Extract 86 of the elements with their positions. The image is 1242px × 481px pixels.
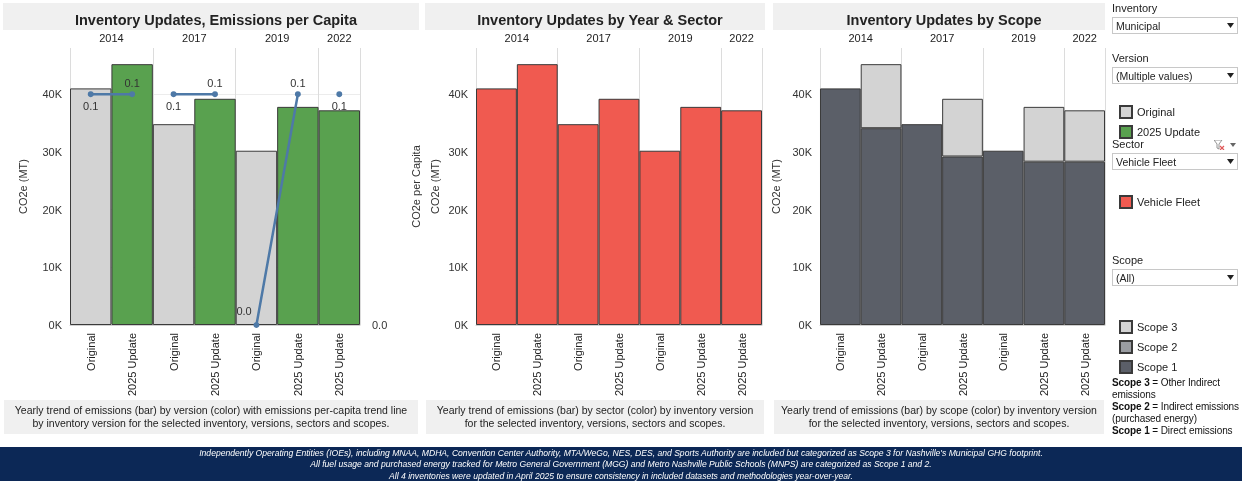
y-tick-label: 40K: [448, 88, 469, 101]
y-tick-label: 0K: [454, 319, 469, 331]
text: Sector: [1112, 138, 1144, 150]
text: 2022: [327, 31, 352, 44]
text: All fuel usage and purchased energy tracked for Metro General Government (MGG) and Metro Nashville Public Schools (MNPS) are categorized as Scope 1 and 2.: [309, 459, 933, 471]
y-tick-label: 30K: [448, 145, 469, 158]
text: Yearly trend of emissions (bar) by version (color) with emissions per-capita trend line by inventory version for the selected inventory, versions, sectors and scopes.: [4, 400, 418, 434]
chart-title: Inventory Updates by Scope: [846, 11, 1042, 28]
text: Yearly trend of emissions (bar) by sector (color) by inventory version for the selected inventory, versions, sectors and scopes.: [426, 400, 764, 434]
text: Version: [1112, 52, 1149, 64]
y-tick-label: 10K: [42, 261, 63, 274]
y-tick-label: 0K: [48, 319, 63, 331]
x-tick-label: 2025 Update: [126, 333, 139, 396]
y-tick-label: 20K: [448, 203, 469, 216]
text: All 4 inventories were updated in April 2025 to ensure consistency in included datasets and methodologies year-over-year.: [388, 470, 854, 481]
y-tick-label: 0K: [798, 319, 813, 331]
text: 0.0: [372, 318, 388, 331]
text: Vehicle Fleet: [1112, 153, 1238, 170]
y-tick-label: 30K: [42, 145, 63, 158]
legend-label: 2025 Update: [1137, 126, 1200, 138]
x-tick-label: Original: [84, 333, 97, 371]
y-tick-label: 20K: [42, 203, 63, 216]
text: 2017: [586, 31, 611, 44]
y-axis-title: CO2e (MT): [770, 159, 783, 214]
y-tick-label: 20K: [792, 203, 813, 216]
x-tick-label: Original: [834, 333, 847, 371]
x-tick-label: Original: [997, 333, 1010, 371]
y-tick-label: 40K: [792, 88, 813, 101]
legend-label: Vehicle Fleet: [1137, 196, 1200, 208]
x-tick-label: Original: [653, 333, 666, 371]
legend-label: Scope 1: [1137, 361, 1178, 373]
text: Municipal: [1112, 17, 1238, 34]
y-tick-label: 30K: [792, 145, 813, 158]
text: Scope: [1112, 254, 1144, 266]
x-tick-label: Original: [572, 333, 585, 371]
text: Inventory: [1112, 2, 1158, 14]
x-tick-label: 2025 Update: [875, 333, 888, 396]
data-label: 0.1: [331, 99, 347, 112]
data-label: 0.1: [124, 76, 140, 89]
text: 2017: [182, 31, 207, 44]
text: 2014: [504, 31, 530, 44]
data-label: 0.1: [83, 99, 99, 112]
chart-title: Inventory Updates by Year & Sector: [477, 11, 724, 28]
x-tick-label: 2025 Update: [735, 333, 748, 396]
data-label: 0.1: [290, 76, 306, 89]
y2-axis-title: CO2e per Capita: [409, 144, 422, 228]
text: 2019: [1011, 31, 1036, 44]
x-tick-label: 2025 Update: [209, 333, 221, 396]
text: 2019: [264, 31, 290, 44]
data-label: 0.0: [236, 304, 252, 317]
data-label: 0.1: [207, 76, 223, 89]
text: 2022: [1072, 31, 1097, 44]
x-tick-label: 2025 Update: [291, 333, 304, 396]
legend-label: Scope 2: [1137, 341, 1178, 353]
text: Independently Operating Entities (IOEs), including MNAA, MDHA, Convention Center Authority, MTA/WeGo, NES, DES, and Sports Authority are included but categorized as Scope 3 for Nashville's Municipal GHG footprint.: [198, 448, 1044, 460]
text: 2017: [929, 31, 955, 44]
y-tick-label: 40K: [42, 88, 63, 101]
y-tick-label: 10K: [792, 261, 813, 274]
data-label: 0.1: [165, 99, 182, 112]
x-tick-label: Original: [167, 333, 180, 371]
text: (All): [1112, 269, 1238, 286]
text: Scope 3 = Other Indirect emissions: [1112, 377, 1221, 401]
x-tick-label: Original: [915, 333, 928, 371]
text: 2019: [668, 31, 693, 44]
x-tick-label: 2025 Update: [694, 333, 707, 396]
x-tick-label: 2025 Update: [333, 333, 346, 396]
x-tick-label: Original: [250, 333, 263, 371]
x-tick-label: 2025 Update: [1078, 333, 1091, 396]
x-tick-label: Original: [490, 333, 503, 371]
y-tick-label: 10K: [448, 261, 469, 274]
text: Scope 2 = Indirect emissions (purchased energy): [1112, 401, 1240, 425]
y-axis-title: CO2e (MT): [428, 159, 441, 214]
text: 2014: [848, 31, 873, 44]
legend-label: Scope 3: [1137, 321, 1178, 333]
legend-label: Original: [1137, 106, 1175, 118]
x-tick-label: 2025 Update: [613, 333, 625, 396]
x-tick-label: 2025 Update: [1037, 333, 1050, 396]
text: 2022: [729, 31, 754, 44]
chart-title: Inventory Updates, Emissions per Capita: [74, 11, 358, 28]
text: (Multiple values): [1112, 67, 1238, 84]
text: Scope 1 = Direct emissions: [1112, 425, 1234, 437]
text: 2014: [99, 31, 124, 44]
text: Yearly trend of emissions (bar) by scope (color) by inventory version for the selected inventory, versions, sectors and scopes.: [774, 400, 1104, 434]
x-tick-label: 2025 Update: [956, 333, 969, 396]
x-tick-label: 2025 Update: [531, 333, 544, 396]
y-axis-title: CO2e (MT): [16, 159, 29, 214]
